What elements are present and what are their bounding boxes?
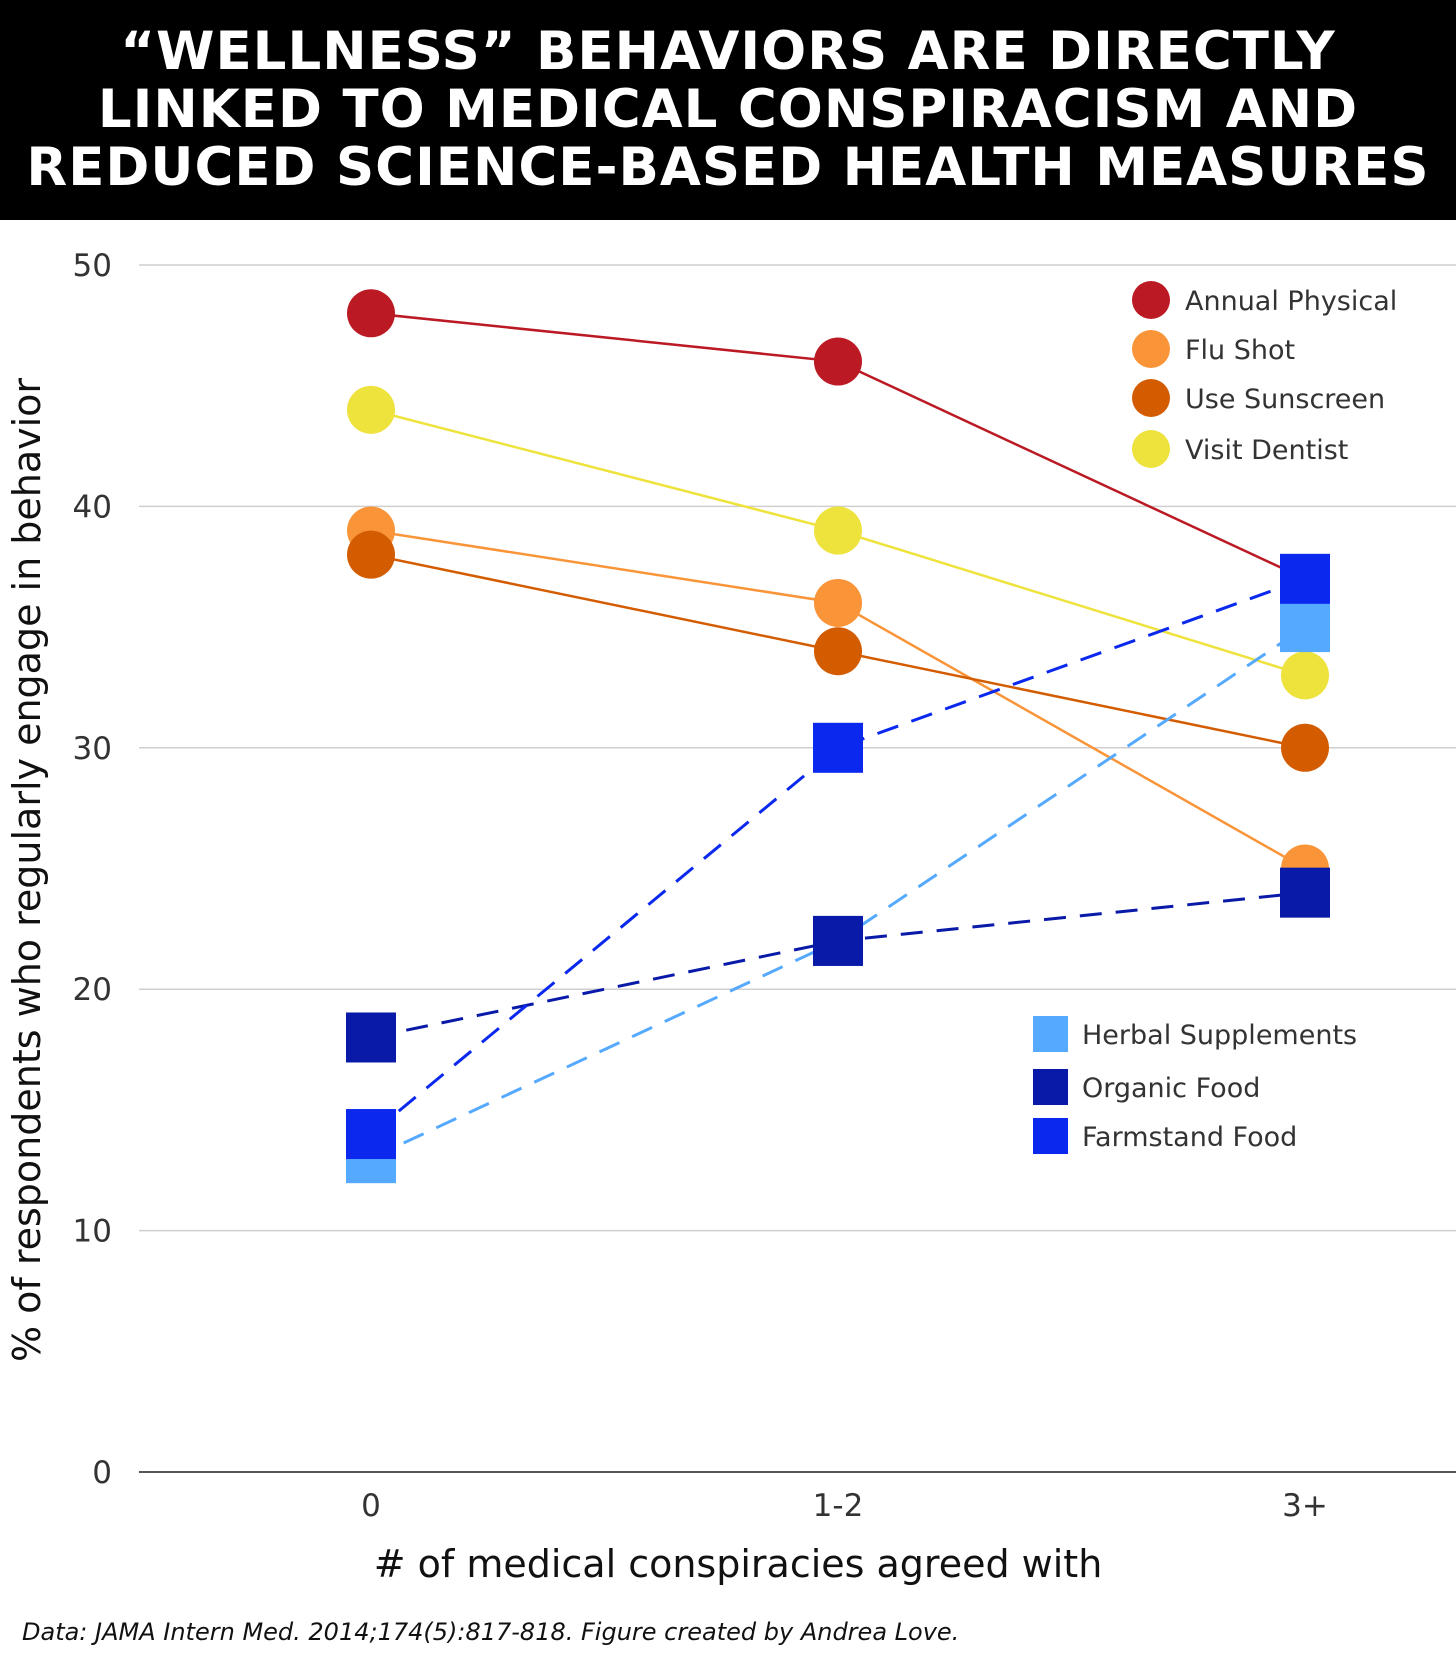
- data-point-organic-food: [346, 1012, 396, 1063]
- y-tick-label: 40: [73, 489, 112, 525]
- title-line-1: “WELLNESS” BEHAVIORS ARE DIRECTLY: [120, 21, 1336, 82]
- data-point-annual-physical: [347, 289, 395, 338]
- x-tick-label: 3+: [1282, 1488, 1328, 1524]
- legend-marker: [1033, 1069, 1068, 1105]
- x-tick-label: 1-2: [813, 1488, 864, 1524]
- data-point-visit-dentist: [347, 385, 395, 434]
- legend-label: Use Sunscreen: [1185, 384, 1385, 415]
- legend-marker: [1132, 430, 1170, 468]
- legend-marker: [1033, 1016, 1068, 1052]
- title-line-2: LINKED TO MEDICAL CONSPIRACISM AND: [97, 79, 1359, 140]
- legend-label: Herbal Supplements: [1082, 1020, 1357, 1051]
- legend-marker: [1033, 1118, 1068, 1154]
- legend-label: Visit Dentist: [1185, 435, 1348, 466]
- legend-label: Annual Physical: [1185, 286, 1397, 317]
- data-point-use-sunscreen: [814, 627, 862, 676]
- legend-label: Farmstand Food: [1082, 1122, 1297, 1153]
- series-line-farmstand-food: [370, 577, 1306, 1136]
- legend-label: Flu Shot: [1185, 335, 1295, 366]
- source-footnote: Data: JAMA Intern Med. 2014;174(5):817-8…: [22, 1618, 960, 1646]
- y-tick-label: 30: [73, 731, 112, 767]
- y-tick-label: 10: [73, 1214, 112, 1250]
- y-tick-label: 50: [73, 248, 112, 284]
- y-tick-label: 20: [73, 972, 112, 1008]
- data-point-herbal-supplements: [1280, 602, 1330, 653]
- legend-label: Organic Food: [1082, 1073, 1260, 1104]
- data-point-farmstand-food: [813, 722, 863, 773]
- x-tick-label: 0: [361, 1488, 381, 1524]
- title-line-3: REDUCED SCIENCE-BASED HEALTH MEASURES: [26, 137, 1430, 198]
- legend-marker: [1132, 281, 1170, 319]
- data-point-organic-food: [813, 915, 863, 966]
- data-point-organic-food: [1280, 867, 1330, 918]
- data-point-farmstand-food: [346, 1109, 396, 1160]
- legend-marker: [1132, 330, 1170, 368]
- title-banner: “WELLNESS” BEHAVIORS ARE DIRECTLY LINKED…: [0, 0, 1456, 220]
- data-point-visit-dentist: [814, 506, 862, 555]
- data-point-flu-shot: [814, 578, 862, 627]
- data-point-annual-physical: [814, 337, 862, 386]
- data-point-use-sunscreen: [347, 530, 395, 579]
- data-point-farmstand-food: [1280, 553, 1330, 604]
- legend-marker: [1132, 379, 1170, 417]
- y-axis-label: % of respondents who regularly engage in…: [5, 378, 49, 1362]
- x-axis-label: # of medical conspiracies agreed with: [374, 1542, 1103, 1586]
- data-point-visit-dentist: [1281, 651, 1329, 700]
- data-point-use-sunscreen: [1281, 723, 1329, 772]
- y-tick-label: 0: [92, 1455, 112, 1491]
